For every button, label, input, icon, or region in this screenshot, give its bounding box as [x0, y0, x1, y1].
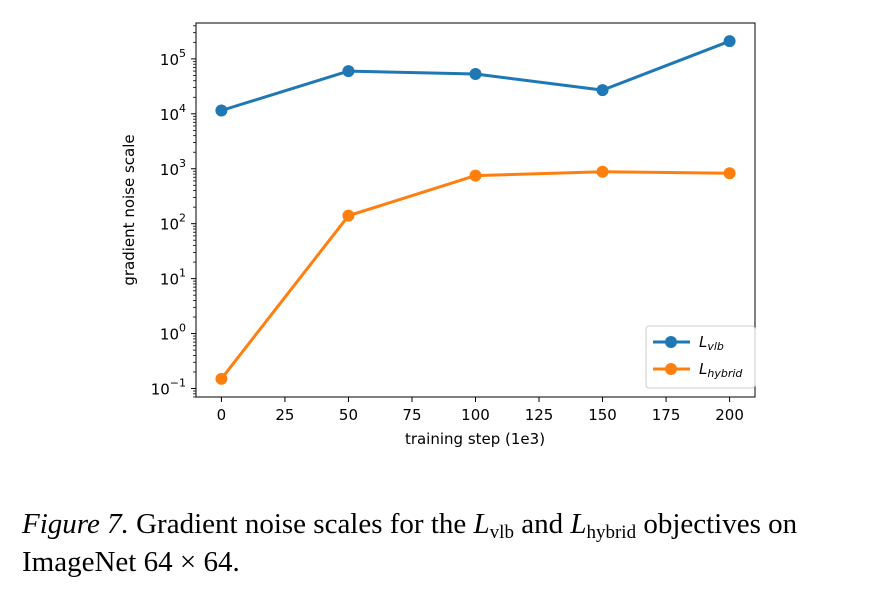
data-point-hybrid — [215, 372, 228, 385]
x-tick-label: 125 — [525, 406, 554, 424]
legend-label-vlb: Lvlb — [699, 333, 724, 353]
data-point-vlb — [596, 84, 609, 97]
data-point-vlb — [342, 65, 355, 78]
caption-text-3: objectives on ImageNet — [22, 508, 798, 578]
x-tick-label: 200 — [715, 406, 744, 424]
data-point-hybrid — [342, 209, 355, 222]
figure-label: Figure 7. — [22, 508, 129, 540]
y-tick-label: 102 — [160, 212, 186, 234]
y-tick-label: 100 — [160, 322, 186, 344]
legend-marker-vlb — [665, 336, 677, 348]
x-axis-ticks: 0 25 50 75 100 125 150 175 200 — [217, 397, 744, 424]
data-point-vlb — [215, 104, 228, 117]
y-tick-label: 10−1 — [151, 376, 186, 398]
x-tick-label: 100 — [461, 406, 490, 424]
caption-math-lhybrid: Lhybrid — [570, 508, 637, 543]
legend-label-hybrid: Lhybrid — [699, 360, 743, 380]
data-point-vlb — [469, 68, 482, 81]
x-tick-label: 50 — [339, 406, 358, 424]
data-point-hybrid — [596, 165, 609, 178]
y-axis-label: gradient noise scale — [120, 134, 138, 285]
x-tick-label: 175 — [652, 406, 681, 424]
legend: Lvlb Lhybrid — [645, 325, 756, 389]
caption-text-2: and — [521, 508, 564, 540]
y-tick-label: 105 — [160, 47, 186, 69]
caption-math-size: 64 × 64 — [143, 546, 233, 578]
x-tick-label: 75 — [402, 406, 421, 424]
series-layer — [215, 35, 736, 385]
caption-text-1: Gradient noise scales for the — [136, 508, 467, 540]
y-tick-label: 104 — [160, 102, 186, 124]
y-tick-label: 101 — [160, 267, 186, 289]
y-axis-ticks: 10−1 100 101 102 103 104 105 — [151, 25, 196, 398]
caption-math-lvlb: Lvlb — [473, 508, 514, 543]
caption-text-4: . — [232, 546, 240, 578]
figure-caption: Figure 7. Gradient noise scales for the … — [22, 505, 882, 581]
noise-scale-chart: 0 25 50 75 100 125 150 175 200 10−11001011021031… — [120, 22, 756, 448]
data-point-hybrid — [723, 167, 736, 180]
x-tick-label: 150 — [588, 406, 617, 424]
x-tick-label: 25 — [275, 406, 294, 424]
legend-marker-hybrid — [665, 363, 677, 375]
x-tick-label: 0 — [217, 406, 227, 424]
data-point-vlb — [723, 35, 736, 48]
y-tick-label: 103 — [160, 157, 186, 179]
data-point-hybrid — [469, 169, 482, 182]
x-axis-label: training step (1e3) — [405, 430, 545, 448]
